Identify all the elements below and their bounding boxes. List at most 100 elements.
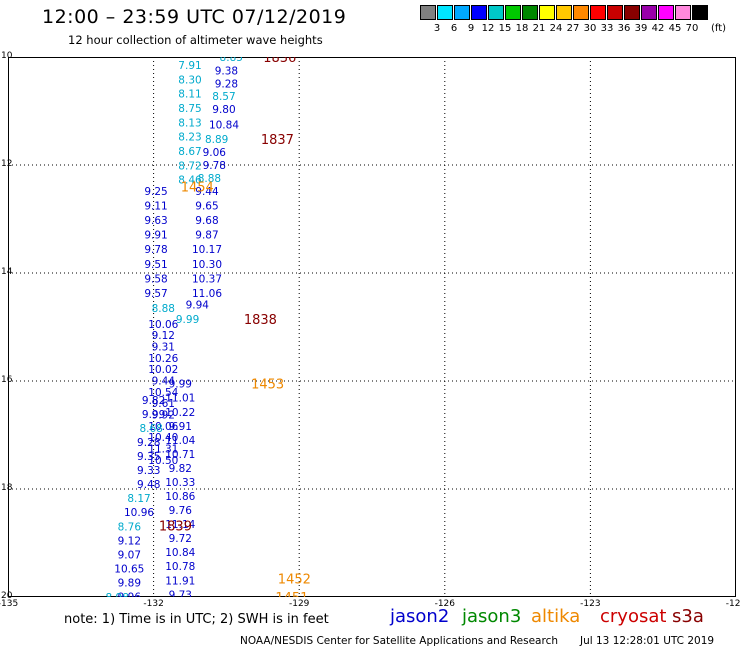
wave-height-value: 11.04 [165, 435, 195, 447]
wave-height-value: 8.46 [178, 175, 202, 187]
wave-height-value: 8.67 [178, 146, 201, 158]
wave-height-value: 10.06 [148, 319, 178, 331]
wave-height-value: 9.65 [195, 201, 218, 213]
legend-swatch-6 [522, 5, 538, 20]
wave-height-value: 9.63 [144, 215, 167, 227]
map-svg: 7.91 8.30 8.11 8.75 8.13 8.23 8.67 8.72 8.46 8.85… [8, 57, 736, 597]
wave-height-value: 10.17 [192, 244, 222, 256]
lon-tick-label: -129 [288, 599, 310, 609]
wave-height-value: 8.68 [139, 423, 162, 435]
wave-height-value: 8.23 [178, 132, 201, 144]
wave-height-value: 10.78 [165, 561, 195, 573]
lat-tick-label: 12 [1, 159, 13, 169]
map-panel: 7.91 8.30 8.11 8.75 8.13 8.23 8.67 8.72 8.46 8.85… [8, 57, 736, 597]
legend-unit: (ft) [711, 23, 727, 34]
wave-height-value: 9.80 [212, 104, 235, 116]
wave-height-value: 8.75 [178, 103, 201, 115]
wave-height-value: 10.26 [148, 353, 178, 365]
wave-height-value: 10.84 [165, 547, 195, 559]
wave-height-value: 8.88 [198, 173, 221, 185]
legend-label: 27 [566, 23, 580, 34]
satellite-cryosat-label: cryosat [600, 606, 667, 627]
satellite-jason2-label: jason2 [390, 606, 450, 627]
legend-swatch-3 [471, 5, 487, 20]
wave-height-value: 9.78 [203, 160, 226, 172]
wave-height-value: 9.12 [152, 330, 175, 342]
wave-height-value: 9.91 [169, 421, 192, 433]
legend-label: 18 [515, 23, 529, 34]
wave-height-value: 9.76 [169, 505, 193, 517]
wave-height-value: 8.85 [220, 57, 243, 64]
wave-height-value: 9.73 [169, 589, 192, 597]
legend-label: 30 [583, 23, 597, 34]
wave-height-value: 9.51 [144, 259, 167, 271]
wave-height-value: 11.91 [165, 575, 195, 587]
pass-time-label: 1838 [244, 313, 277, 328]
wave-height-value: 9.48 [137, 479, 160, 491]
wave-height-value: 9.78 [144, 244, 167, 256]
pass-time-label: 1839 [159, 520, 192, 535]
wave-height-value: 9.68 [195, 215, 218, 227]
wave-height-value: 9.82 [169, 463, 192, 475]
map-title: 12:00 – 23:59 UTC 07/12/2019 [42, 6, 347, 28]
wave-height-value: 9.94 [186, 299, 210, 311]
legend-label: 3 [433, 23, 441, 34]
wave-height-value: 9.12 [118, 535, 141, 547]
satellite-s3a-label: s3a [672, 606, 704, 627]
wave-height-value: 10.54 [148, 387, 178, 399]
legend-label: 36 [617, 23, 631, 34]
legend-label: 33 [600, 23, 614, 34]
wave-height-value: 9.31 [152, 341, 175, 353]
legend-label: 9 [467, 23, 475, 34]
wave-height-value: 9.11 [144, 201, 167, 213]
wave-height-value: 8.11 [178, 89, 201, 101]
lon-tick-label: -123 [580, 599, 601, 609]
map-subtitle: 12 hour collection of altimeter wave hei… [68, 33, 323, 47]
pass-time-label: 1451 [275, 591, 308, 597]
wave-height-value: 9.35 [137, 451, 160, 463]
wave-height-value: 9.99 [142, 409, 165, 421]
lat-tick-label: 16 [1, 375, 13, 385]
lon-tick-label: -132 [143, 599, 164, 609]
timestamp-line: Jul 13 12:28:01 UTC 2019 [580, 635, 715, 647]
pass-time-label: 1453 [251, 378, 284, 393]
legend-swatch-2 [454, 5, 470, 20]
wave-height-value: 9.38 [215, 66, 238, 78]
wave-height-value: 10.33 [165, 477, 195, 489]
wave-height-value: 11.06 [192, 288, 222, 300]
wave-height-value: 10.96 [124, 507, 154, 519]
wave-height-value: 8.98 [106, 592, 129, 597]
wave-height-value: 9.87 [195, 230, 218, 242]
satellite-jason3-label: jason3 [462, 606, 522, 627]
wave-height-value: 9.96 [118, 591, 142, 597]
wave-height-value: 9.91 [144, 230, 167, 242]
wave-height-value: 10.50 [148, 455, 178, 467]
legend-label: 6 [450, 23, 458, 34]
wave-height-value: 9.06 [203, 147, 227, 159]
legend-swatch-7 [539, 5, 555, 20]
legend-swatch-15 [675, 5, 691, 20]
lat-tick-label: 20 [1, 591, 13, 601]
wave-height-value: 8.30 [178, 74, 201, 86]
wave-height-value: 9.82 [142, 395, 165, 407]
wave-height-value: 8.89 [205, 134, 228, 146]
legend-label: 39 [634, 23, 648, 34]
legend-swatch-0 [420, 5, 436, 20]
legend-swatch-10 [590, 5, 606, 20]
legend-label: 12 [481, 23, 495, 34]
lon-tick-label: -135 [0, 599, 19, 609]
legend-label: 21 [532, 23, 546, 34]
map-frame [8, 57, 736, 597]
wave-height-value: 9.28 [215, 78, 238, 90]
pass-time-label: 1837 [261, 133, 294, 148]
wave-height-value: 9.33 [137, 465, 160, 477]
legend-swatch-9 [573, 5, 589, 20]
legend-swatch-13 [641, 5, 657, 20]
wave-height-value: 9.92 [152, 409, 175, 421]
legend-label: 45 [668, 23, 682, 34]
legend-label: 24 [549, 23, 563, 34]
legend-swatch-4 [488, 5, 504, 20]
wave-height-value: 8.88 [152, 303, 175, 315]
wave-height-value: 10.02 [148, 364, 178, 376]
